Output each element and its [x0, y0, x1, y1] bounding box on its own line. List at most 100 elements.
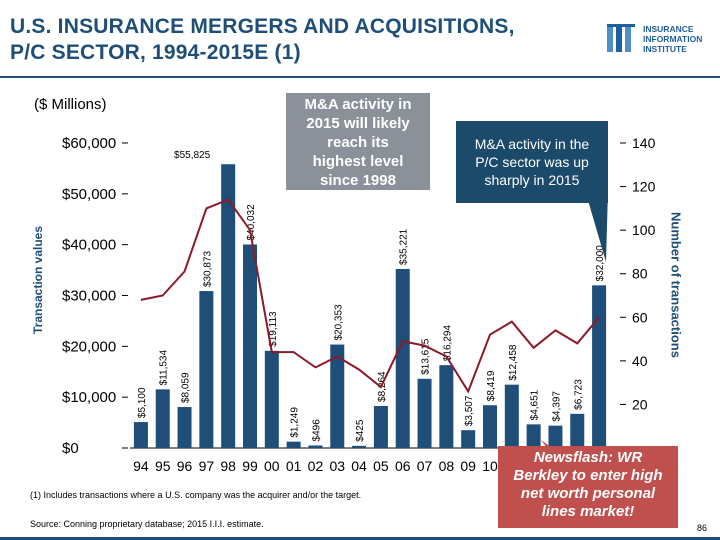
bar-08 [439, 365, 454, 448]
gray-callout-line: reach its [327, 134, 389, 151]
bar-06 [395, 268, 410, 448]
bar-15 [592, 285, 607, 448]
x-tick-label: 99 [242, 458, 258, 474]
y-tick-label: $50,000 [62, 186, 116, 203]
x-tick-label: 94 [133, 458, 149, 474]
bar-label-97: $30,873 [202, 250, 213, 287]
x-tick-label: 07 [417, 458, 433, 474]
bar-01 [286, 441, 301, 448]
bar-03 [330, 344, 345, 448]
logo-line-3: INSTITUTE [643, 44, 687, 54]
y2-tick-label: 120 [632, 179, 656, 195]
y2-tick-label: 80 [632, 266, 648, 282]
bar-label-15: $32,000 [595, 245, 606, 282]
gray-callout-line: since 1998 [320, 172, 396, 189]
bar-07 [417, 378, 432, 448]
bar-label-00: $19,113 [268, 311, 279, 347]
bar-09 [461, 430, 476, 448]
bar-label-11: $12,458 [508, 344, 519, 381]
gray-callout-line: highest level [312, 153, 404, 170]
transactions-count-line [140, 198, 600, 394]
y2-tick-label: 20 [632, 396, 648, 412]
gray-callout: M&A activity in 2015 will likely reach i… [286, 93, 430, 190]
x-tick-label: 00 [264, 458, 280, 474]
y-tick-label: $60,000 [62, 135, 116, 152]
red-callout-line: lines market! [541, 503, 635, 520]
logo-line-2: INFORMATION [643, 34, 703, 44]
bar-04 [352, 445, 367, 448]
blue-callout: M&A activity in the P/C sector was up sh… [456, 121, 608, 203]
slide-title: U.S. INSURANCE MERGERS AND ACQUISITIONS,… [10, 14, 600, 66]
blue-callout-line: sharply in 2015 [484, 172, 580, 188]
page-number: 86 [697, 523, 708, 533]
bar-label-12: $4,651 [530, 389, 541, 420]
y2-tick-label: 60 [632, 309, 648, 325]
footnote: (1) Includes transactions where a U.S. c… [30, 490, 362, 500]
gray-callout-line: M&A activity in [304, 96, 412, 113]
y2-axis-title: Number of transactions [668, 212, 684, 358]
x-tick-label: 10 [482, 458, 498, 474]
bar-label-04: $425 [355, 419, 366, 442]
y-tick-label: $40,000 [62, 237, 116, 254]
bar-94 [133, 422, 148, 448]
bar-label-94: $5,100 [137, 387, 148, 418]
bar-label-06: $35,221 [399, 228, 410, 265]
y-tick-label: $30,000 [62, 288, 116, 305]
y2-tick-label: 100 [632, 222, 656, 238]
blue-callout-line: M&A activity in the [474, 136, 590, 152]
x-tick-label: 06 [395, 458, 411, 474]
bar-02 [308, 445, 323, 448]
x-tick-label: 02 [308, 458, 324, 474]
y-tick-label: $20,000 [62, 338, 116, 355]
bar-label-13: $4,397 [551, 391, 562, 422]
bar-14 [570, 413, 585, 448]
red-callout-line: Berkley to enter high [513, 467, 663, 484]
x-tick-label: 98 [220, 458, 236, 474]
bar-97 [199, 291, 214, 448]
bar-00 [264, 350, 279, 448]
bar-95 [155, 389, 170, 448]
x-tick-label: 01 [286, 458, 302, 474]
title-divider [0, 76, 720, 78]
source-note: Source: Conning proprietary database; 20… [30, 519, 264, 529]
bar-05 [373, 405, 388, 448]
bar-label-07: $13,615 [421, 338, 432, 375]
bar-label-99: $40,032 [246, 204, 257, 241]
bar-label-96: $8,059 [181, 372, 192, 403]
bar-label-03: $20,353 [333, 304, 344, 341]
x-tick-label: 95 [155, 458, 171, 474]
y-axis-title: Transaction values [31, 225, 45, 335]
y2-tick-label: 140 [632, 135, 656, 151]
title-line-1: U.S. INSURANCE MERGERS AND ACQUISITIONS, [10, 15, 515, 38]
red-callout-line: Newsflash: WR [533, 449, 643, 466]
bar-98 [221, 164, 236, 449]
blue-callout-line: P/C sector was up [475, 154, 589, 170]
bar-label-02: $496 [311, 419, 322, 442]
bar-label-08: $16,294 [442, 325, 453, 362]
bar-label-10: $8,419 [486, 370, 497, 401]
units-label: ($ Millions) [34, 96, 107, 113]
x-tick-label: 96 [177, 458, 193, 474]
title-line-2: P/C SECTOR, 1994-2015E (1) [10, 41, 301, 64]
y-tick-label: $10,000 [62, 389, 116, 406]
iii-logo: INSURANCE INFORMATION INSTITUTE [605, 20, 715, 60]
x-tick-label: 04 [351, 458, 367, 474]
logo-line-1: INSURANCE [643, 24, 694, 34]
bar-12 [526, 424, 541, 448]
blue-callout-pointer [585, 190, 608, 262]
bar-label-14: $6,723 [573, 379, 584, 410]
x-tick-label: 05 [373, 458, 389, 474]
gray-callout-line: 2015 will likely [306, 115, 410, 132]
bar-label-09: $3,507 [464, 395, 475, 426]
bar-label-95: $11,534 [159, 350, 170, 386]
bar-10 [483, 405, 497, 448]
red-callout: Newsflash: WR Berkley to enter high net … [498, 446, 678, 528]
x-tick-label: 09 [460, 458, 476, 474]
bar-label-05: $8,264 [377, 371, 388, 402]
bar-96 [177, 407, 192, 448]
red-callout-line: net worth personal [520, 485, 656, 502]
bar-11 [504, 384, 519, 448]
x-tick-label: 97 [199, 458, 215, 474]
x-tick-label: 03 [329, 458, 345, 474]
bar-99 [243, 244, 257, 448]
